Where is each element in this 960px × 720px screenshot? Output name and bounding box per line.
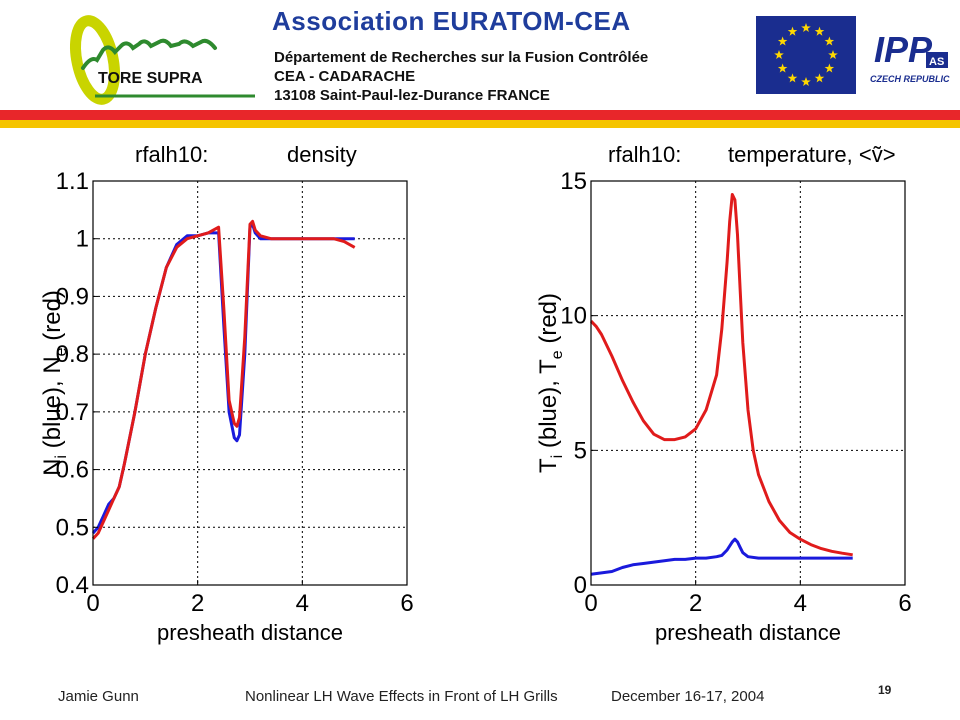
x-tick-label: 4 xyxy=(296,590,309,617)
header-line-1: Département de Recherches sur la Fusion … xyxy=(274,49,649,66)
y-tick-label: 0.8 xyxy=(56,341,89,368)
x-tick-label: 6 xyxy=(898,590,911,617)
y-tick-label: 1 xyxy=(76,226,89,253)
x-tick-label: 0 xyxy=(584,590,597,617)
chart-title-right: temperature, <ṽ> xyxy=(728,142,896,167)
y-tick-label: 15 xyxy=(560,168,587,195)
eu-star-icon xyxy=(824,63,835,73)
y-tick-label: 0.7 xyxy=(56,399,89,426)
eu-star-icon xyxy=(777,36,788,46)
eu-star-icon xyxy=(787,26,798,36)
x-tick-label: 0 xyxy=(86,590,99,617)
y-axis-label: Ti (blue), Te (red) xyxy=(535,293,566,473)
x-tick-label: 2 xyxy=(191,590,204,617)
tore-supra-label: TORE SUPRA xyxy=(98,70,203,87)
x-axis-label: presheath distance xyxy=(655,620,841,645)
chart-title-right: density xyxy=(287,142,357,167)
header-line-3: 13108 Saint-Paul-lez-Durance FRANCE xyxy=(274,87,550,104)
eu-star-icon xyxy=(787,73,798,83)
y-axis-label: Ni (blue), Ne (red) xyxy=(39,290,70,476)
eu-star-icon xyxy=(774,50,784,59)
x-tick-label: 2 xyxy=(689,590,702,617)
density-chart: 0 2 4 6 0.4 0.5 0.6 0.7 0.8 0.9 1 1.1 rfalh10: densit… xyxy=(39,142,414,645)
page-number: 19 xyxy=(878,683,892,697)
footer-author: Jamie Gunn xyxy=(58,688,139,705)
chart-title-left: rfalh10: xyxy=(135,142,208,167)
ipp-caption: CZECH REPUBLIC xyxy=(870,74,950,84)
y-tick-label: 1.1 xyxy=(56,168,89,195)
ipp-logo: IPP AS CZECH REPUBLIC xyxy=(868,22,952,90)
eu-star-icon xyxy=(824,36,835,46)
footer-date: December 16-17, 2004 xyxy=(611,688,765,705)
eu-flag-icon xyxy=(756,16,856,94)
header-line-2: CEA - CADARACHE xyxy=(274,68,416,85)
x-tick-label: 4 xyxy=(794,590,807,617)
y-tick-label: 0.5 xyxy=(56,514,89,541)
header-stripe-yellow xyxy=(0,120,960,128)
tore-supra-logo xyxy=(70,15,255,105)
eu-star-icon xyxy=(828,50,838,59)
ipp-badge-text: AS xyxy=(929,56,944,68)
series-line-1 xyxy=(589,193,853,557)
y-tick-label: 0.6 xyxy=(56,457,89,484)
series-line-1 xyxy=(91,219,356,540)
series-line-0 xyxy=(590,537,853,576)
ipp-logo-text: IPP xyxy=(874,29,933,70)
footer-talk-title: Nonlinear LH Wave Effects in Front of LH… xyxy=(245,688,558,705)
eu-star-icon xyxy=(801,77,811,86)
eu-star-icon xyxy=(777,63,788,73)
plot-frame xyxy=(92,180,408,586)
x-axis-label: presheath distance xyxy=(157,620,343,645)
y-tick-label: 0 xyxy=(574,572,587,599)
y-tick-label: 10 xyxy=(560,303,587,330)
temperature-chart: 0 2 4 6 0 5 10 15 rfalh10: temperature, <ṽ> presh… xyxy=(535,142,912,645)
header-stripe-red xyxy=(0,110,960,120)
plot-frame xyxy=(590,180,906,586)
x-tick-label: 6 xyxy=(400,590,413,617)
eu-star-icon xyxy=(814,26,825,36)
y-tick-label: 0.4 xyxy=(56,572,89,599)
y-tick-label: 0.9 xyxy=(56,283,89,310)
chart-title-left: rfalh10: xyxy=(608,142,681,167)
page-title: Association EURATOM-CEA xyxy=(272,6,631,36)
eu-star-icon xyxy=(801,23,811,32)
y-tick-label: 5 xyxy=(574,437,587,464)
series-line-0 xyxy=(91,222,355,535)
eu-star-icon xyxy=(814,73,825,83)
